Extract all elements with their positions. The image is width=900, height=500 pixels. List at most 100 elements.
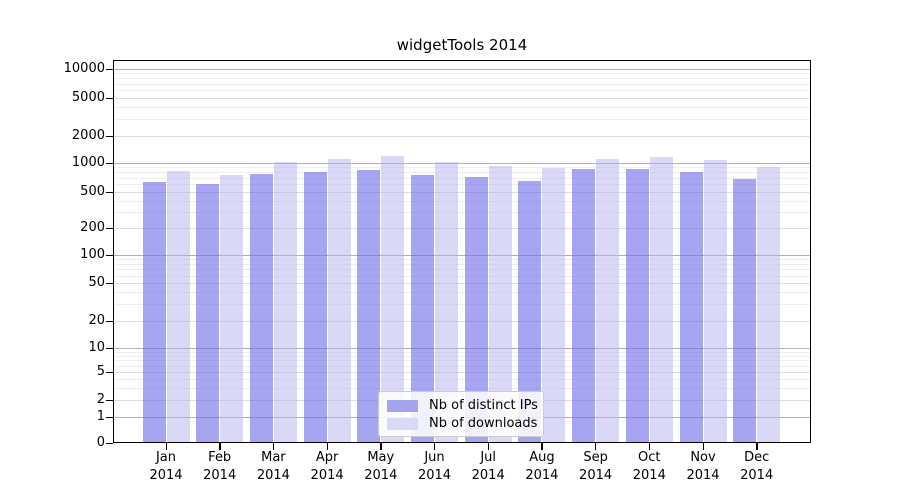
x-axis-tick-label: Mar 2014 [256, 450, 290, 483]
y-axis-tick-mark [106, 399, 113, 401]
x-axis-tick-label: Apr 2014 [310, 450, 344, 483]
bar-distinct-ips [733, 179, 757, 443]
y-axis-tick-label: 10000 [63, 61, 105, 76]
grid-line-3000 [113, 119, 811, 121]
y-axis-tick-label: 500 [80, 184, 105, 199]
bar-downloads [220, 175, 244, 443]
grid-line-9000 [113, 73, 811, 75]
x-axis-tick-label: Aug 2014 [525, 450, 559, 483]
y-axis-tick-label: 2 [96, 392, 105, 407]
y-axis-tick-mark [106, 254, 113, 256]
legend-label-downloads: Nb of downloads [429, 416, 538, 431]
x-axis-tick-mark [702, 443, 704, 450]
grid-line-3 [113, 387, 811, 389]
y-axis-tick-label: 50 [88, 275, 105, 290]
grid-line-30 [113, 304, 811, 306]
x-axis-tick-label: May 2014 [364, 450, 398, 483]
grid-line-80 [113, 264, 811, 265]
x-axis-tick-mark [487, 443, 490, 450]
legend-row-distinct-ips: Nb of distinct IPs [387, 397, 538, 415]
bar-distinct-ips [142, 182, 166, 443]
legend: Nb of distinct IPs Nb of downloads [378, 391, 544, 437]
y-axis-tick-label: 5000 [71, 90, 105, 105]
x-axis-tick-label: Feb 2014 [203, 450, 237, 483]
y-axis-tick-label: 5 [96, 364, 105, 379]
bar-distinct-ips [572, 168, 596, 443]
grid-line-60 [113, 275, 811, 277]
bar-downloads [435, 161, 458, 443]
y-axis-tick-mark [106, 97, 113, 99]
grid-line-5000 [113, 98, 811, 99]
bar-downloads [542, 167, 566, 443]
y-axis-tick-label: 100 [80, 247, 105, 262]
grid-line-1000 [113, 163, 811, 164]
y-axis-tick-label: 0 [96, 435, 105, 450]
chart-title: widgetTools 2014 [396, 36, 528, 54]
grid-line-400 [113, 200, 811, 202]
y-axis-tick-mark [106, 162, 113, 164]
grid-line-700 [113, 177, 811, 179]
plot-area [113, 60, 811, 443]
x-axis-tick-label: Sep 2014 [579, 450, 613, 483]
grid-line-10 [113, 348, 811, 349]
bar-downloads [596, 159, 620, 443]
x-axis-tick-label: Dec 2014 [740, 450, 774, 483]
grid-line-20 [113, 321, 811, 322]
x-axis-tick-label: Jul 2014 [471, 450, 505, 483]
y-axis-tick-mark [106, 320, 113, 322]
grid-line-6 [113, 365, 811, 367]
bar-distinct-ips [303, 171, 327, 443]
bar-distinct-ips [357, 169, 381, 443]
y-axis-tick-label: 1000 [71, 155, 105, 170]
bar-downloads [649, 157, 673, 443]
y-axis-tick-label: 1 [96, 409, 105, 424]
grid-line-5 [113, 372, 811, 373]
bar-distinct-ips [464, 177, 488, 443]
y-axis-tick-mark [106, 227, 113, 229]
legend-swatch-downloads [387, 418, 418, 430]
x-axis-tick-mark [541, 443, 543, 450]
grid-line-8 [113, 355, 811, 357]
x-axis-tick-mark [165, 443, 167, 450]
grid-line-500 [113, 192, 811, 193]
grid-line-9 [113, 351, 811, 353]
grid-line-10000 [113, 69, 811, 70]
bar-distinct-ips [518, 181, 542, 443]
bar-downloads [381, 156, 405, 443]
grid-line-200 [113, 228, 811, 229]
y-axis-tick-label: 200 [80, 220, 105, 235]
y-axis-tick-mark [106, 282, 113, 284]
x-axis-tick-mark [272, 443, 275, 450]
x-axis-tick-label: Jan 2014 [149, 450, 183, 483]
grid-line-800 [113, 172, 811, 174]
grid-line-50 [113, 283, 811, 284]
y-axis-tick-mark [106, 371, 113, 373]
bar-distinct-ips [625, 168, 649, 443]
grid-line-7 [113, 360, 811, 362]
bar-distinct-ips [679, 172, 703, 443]
y-axis-tick-label: 2000 [71, 128, 105, 143]
grid-line-900 [113, 167, 811, 169]
grid-line-8000 [113, 78, 811, 80]
bar-downloads [703, 160, 727, 443]
bar-distinct-ips [196, 184, 220, 443]
x-axis-tick-mark [434, 443, 436, 450]
grid-line-70 [113, 269, 811, 271]
bar-downloads [327, 158, 351, 443]
grid-line-2000 [113, 136, 811, 137]
y-axis-tick-label: 10 [88, 340, 105, 355]
x-axis-tick-mark [380, 443, 382, 450]
y-axis-tick-mark [106, 191, 113, 193]
y-axis-tick-mark [106, 68, 113, 70]
x-axis-tick-mark [595, 443, 597, 450]
grid-line-40 [113, 292, 811, 294]
legend-swatch-distinct-ips [387, 400, 418, 412]
x-axis-tick-mark [219, 443, 221, 450]
grid-line-7000 [113, 83, 811, 85]
bar-downloads [757, 167, 781, 443]
grid-line-6000 [113, 90, 811, 92]
bar-distinct-ips [249, 174, 273, 443]
x-axis-tick-mark [756, 443, 758, 450]
grid-line-100 [113, 255, 811, 256]
legend-row-downloads: Nb of downloads [387, 415, 538, 433]
